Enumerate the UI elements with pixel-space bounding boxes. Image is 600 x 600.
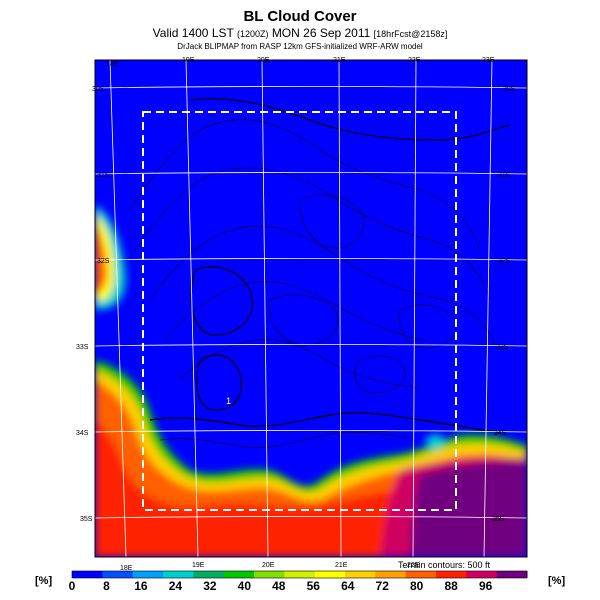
colorbar-swatch [132,571,164,578]
lat-label-right-1: 31S [498,172,511,179]
lon-label-bottom-4: 22E [407,562,420,569]
colorbar-tick-label: 0 [68,579,76,593]
lat-label-right-3: 33S [496,344,509,351]
lat-label-left-5: 35S [80,516,93,523]
valid-time-subtitle: Valid 1400 LST (1200Z) MON 26 Sep 2011 [… [0,26,600,40]
colorbar-tick-label: 32 [203,579,217,593]
colorbar-tick-label: 88 [444,579,458,593]
terrain-contour-note: Terrain contours: 500 ft [398,560,491,570]
colorbar-unit-right: [%] [548,575,566,587]
colorbar-tick-label: 24 [168,579,183,593]
colorbar-swatch [284,571,316,578]
lat-label-left-1: 31S [97,172,110,179]
colorbar-tick-label: 64 [341,579,355,593]
colorbar-swatch [436,571,467,578]
colorbar-tick-label: 96 [478,579,493,593]
lat-label-left-4: 34S [76,430,89,437]
colorbar-swatch [345,571,376,578]
lat-label-right-5: 35S [492,516,505,523]
lon-label-top-0: 18E [106,61,119,68]
colorbar-tick-label: 8 [103,579,110,593]
utc-time: (1200Z) [236,29,269,39]
colorbar-tick-label: 48 [272,579,286,593]
point-label: 1 [226,396,231,406]
west-coast-cloud-north [95,205,126,310]
colorbar-swatch [102,571,134,578]
lon-label-top-5: 23E [482,57,495,64]
lat-label-left-2: 32S [97,258,110,265]
colorbar-tick-label: 16 [134,579,148,593]
lon-label-top-1: 19E [182,57,195,64]
colorbar [71,570,528,579]
colorbar-frame [71,570,528,579]
colorbar-swatch [193,571,225,578]
lat-label-right-2: 32S [498,258,511,265]
chart-title: BL Cloud Cover [243,8,357,25]
colorbar-swatch [72,571,103,578]
colorbar-swatch [496,571,528,578]
colorbar-tick-label: 56 [306,579,320,593]
lat-label-left-0: 30S [92,86,105,93]
inner-domain-box [142,111,457,511]
lon-label-top-4: 22E [408,57,421,64]
colorbar-unit-left: [%] [35,575,53,587]
lon-label-top-3: 21E [333,57,346,64]
lon-label-bottom-2: 20E [262,562,275,569]
colorbar-swatch [375,571,407,578]
forecast-info: [18hrFcst@2158z] [373,29,448,39]
lat-label-right-0: 30S [503,86,516,93]
model-credit: DrJack BLIPMAP from RASP 12km GFS-initia… [177,42,423,51]
map-plot-area: 1 [95,60,527,557]
lon-label-top-2: 20E [257,57,270,64]
lon-label-bottom-3: 21E [335,562,348,569]
valid-time: Valid 1400 LST [152,26,234,40]
lon-label-bottom-0: 18E [120,565,133,572]
colorbar-tick-label: 80 [410,579,424,593]
colorbar-swatch [254,571,285,578]
colorbar-swatch [405,571,437,578]
colorbar-tick-label: 40 [237,579,252,593]
grid-labels: 18E 19E 20E 21E 22E 23E 18E 19E 20E 21E … [76,57,516,572]
colorbar-swatch [163,571,194,578]
colorbar-swatch [466,571,498,578]
colorbar-tick-label: 72 [375,579,389,593]
colorbar-swatch [314,571,346,578]
map-frame [94,59,528,558]
lat-label-left-3: 33S [76,344,89,351]
valid-date: MON 26 Sep 2011 [271,26,371,40]
lon-label-bottom-1: 19E [192,562,205,569]
colorbar-swatch [223,571,255,578]
terrain-contours [129,98,511,448]
lat-lon-grid [95,60,527,557]
lat-label-right-4: 34S [494,430,507,437]
